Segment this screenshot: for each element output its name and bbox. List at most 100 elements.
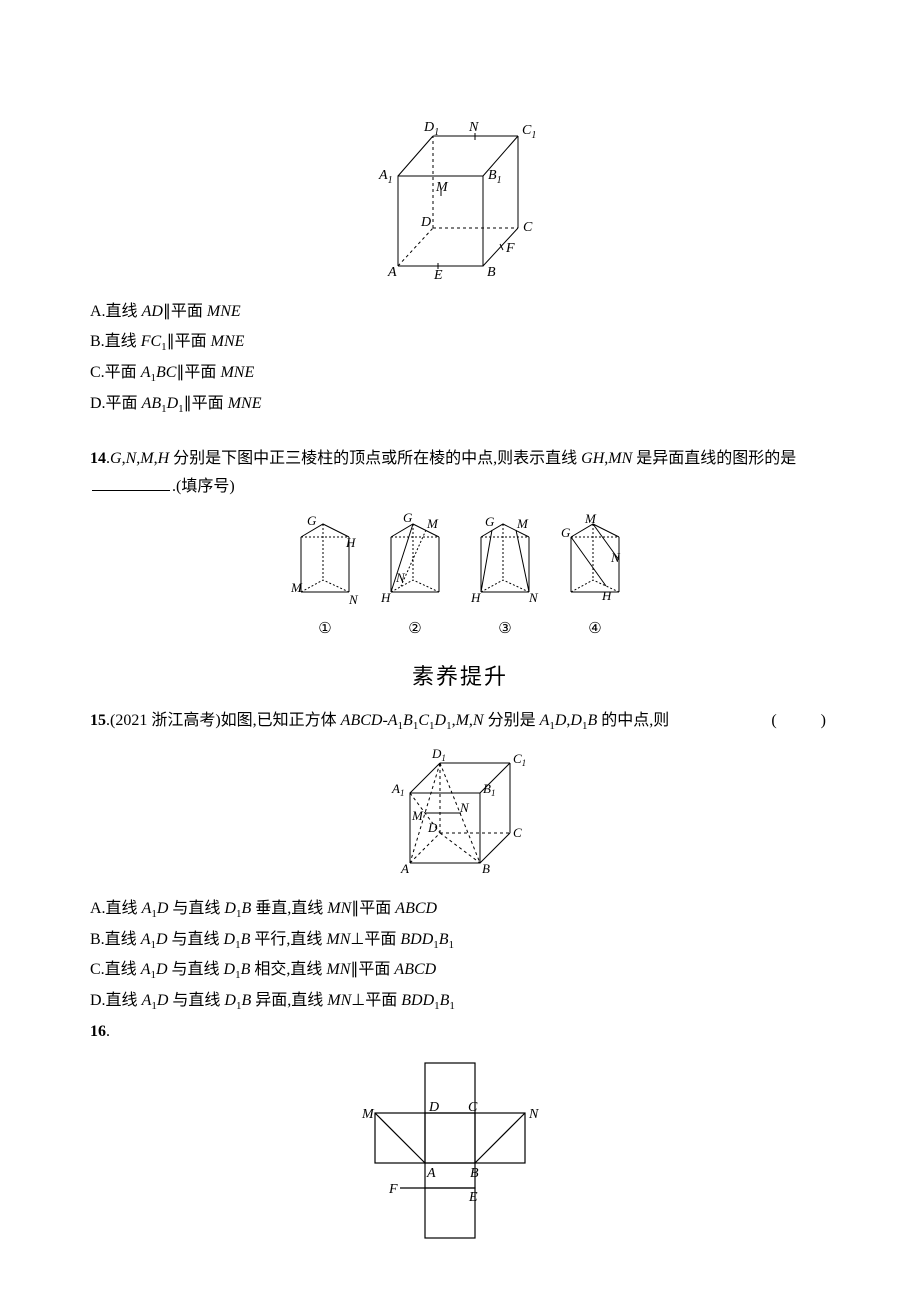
circ-4: ④ xyxy=(588,616,601,643)
lbl: C xyxy=(513,751,522,766)
t: BC xyxy=(156,364,176,381)
t: D xyxy=(224,961,236,978)
t: B xyxy=(403,712,413,729)
section-title: 素养提升 xyxy=(90,657,830,697)
lbl: A xyxy=(391,781,400,796)
t: H xyxy=(158,450,170,467)
t: M xyxy=(140,450,153,467)
t: MN xyxy=(326,931,350,948)
t: B xyxy=(241,992,251,1009)
t: D xyxy=(555,712,567,729)
t: A xyxy=(142,992,152,1009)
t: A xyxy=(141,961,151,978)
t: C.直线 xyxy=(90,961,141,978)
t: D.直线 xyxy=(90,992,142,1009)
lbl: B xyxy=(483,781,491,796)
lbl: G xyxy=(307,513,317,528)
t: ∥平面 xyxy=(163,303,207,320)
lbl: H xyxy=(601,588,612,603)
t: 与直线 xyxy=(168,931,224,948)
lbl: B xyxy=(470,1166,479,1181)
svg-text:B1: B1 xyxy=(488,168,502,186)
lbl: D xyxy=(428,1100,439,1115)
t: B.直线 xyxy=(90,931,141,948)
t: FC xyxy=(141,333,161,350)
lbl: A xyxy=(400,861,409,876)
svg-text:A1: A1 xyxy=(391,781,404,798)
t: ABCD xyxy=(395,900,437,917)
q14-text: 14.G,N,M,H 分别是下图中正三棱柱的顶点或所在棱的中点,则表示直线 GH… xyxy=(90,445,830,503)
lbl: M xyxy=(361,1107,375,1122)
q13-opt-b: B.直线 FC1∥平面 MNE xyxy=(90,328,830,358)
t: N xyxy=(473,712,484,729)
lbl-D1: D xyxy=(423,120,434,135)
t: ∥平面 xyxy=(350,961,394,978)
lbl: G xyxy=(561,525,571,540)
t: ∥平面 xyxy=(184,395,228,412)
lbl: 1 xyxy=(400,788,405,798)
t: D xyxy=(157,992,169,1009)
t: ABCD-A xyxy=(341,712,398,729)
t: ABCD xyxy=(394,961,436,978)
circ-3: ③ xyxy=(498,616,511,643)
t: D.平面 xyxy=(90,395,142,412)
blank xyxy=(92,474,170,491)
q16-text: 16. xyxy=(90,1018,830,1047)
q13-figure: D1 N C1 A1 B1 M D C F A E B xyxy=(90,116,830,292)
t: 与直线 xyxy=(168,900,224,917)
t: MN xyxy=(327,992,351,1009)
t: MNE xyxy=(220,364,254,381)
lbl: N xyxy=(528,1107,539,1122)
t: MN xyxy=(326,961,350,978)
qnum: 15 xyxy=(90,712,106,729)
t: 是异面直线的图形的是 xyxy=(632,450,796,467)
t: ∥平面 xyxy=(351,900,395,917)
lbl: H xyxy=(381,590,391,605)
t: D xyxy=(224,992,236,1009)
t: 分别是 xyxy=(484,712,540,729)
lbl: C xyxy=(513,825,522,840)
lbl: M xyxy=(291,580,303,595)
t: D xyxy=(167,395,179,412)
q15-opt-d: D.直线 A1D 与直线 D1B 异面,直线 MN⊥平面 BDD1B1 xyxy=(90,987,830,1017)
lbl: 1 xyxy=(441,753,446,763)
lbl-B: B xyxy=(487,265,496,280)
t: .(填序号) xyxy=(172,478,235,495)
t: BDD xyxy=(400,931,433,948)
paren: ( ) xyxy=(771,707,830,736)
q16-figure: M D C N A B F E xyxy=(90,1053,830,1254)
t: 异面,直线 xyxy=(251,992,327,1009)
q15-opt-c: C.直线 A1D 与直线 D1B 相交,直线 MN∥平面 ABCD xyxy=(90,956,830,986)
t: MN xyxy=(327,900,351,917)
t: M xyxy=(456,712,469,729)
t: 平行,直线 xyxy=(250,931,326,948)
lbl: N xyxy=(528,590,539,605)
t: 相交,直线 xyxy=(250,961,326,978)
lbl-C1s: 1 xyxy=(531,130,536,141)
t: 1 xyxy=(449,939,455,951)
lbl: M xyxy=(426,516,439,531)
lbl: E xyxy=(468,1190,478,1205)
t: C.平面 xyxy=(90,364,141,381)
q13-opt-c: C.平面 A1BC∥平面 MNE xyxy=(90,359,830,389)
t: . xyxy=(106,1023,110,1040)
lbl: N xyxy=(395,570,406,585)
t: GH xyxy=(581,450,604,467)
t: D xyxy=(156,961,168,978)
t: D xyxy=(157,900,169,917)
t: B xyxy=(241,900,251,917)
q15-text: 15.(2021 浙江高考)如图,已知正方体 ABCD-A1B1C1D1,M,N… xyxy=(90,707,830,737)
lbl-D1s: 1 xyxy=(434,127,439,138)
t: B.直线 xyxy=(90,333,141,350)
qnum: 14 xyxy=(90,450,106,467)
lbl: B xyxy=(482,861,490,876)
t: 与直线 xyxy=(168,992,224,1009)
t: 垂直,直线 xyxy=(251,900,327,917)
q15-opt-a: A.直线 A1D 与直线 D1B 垂直,直线 MN∥平面 ABCD xyxy=(90,895,830,925)
t: AB xyxy=(142,395,162,412)
lbl: G xyxy=(485,514,495,529)
lbl: N xyxy=(459,800,470,815)
lbl: 1 xyxy=(522,758,527,768)
lbl-A1s: 1 xyxy=(387,175,392,186)
lbl: G xyxy=(403,512,413,525)
